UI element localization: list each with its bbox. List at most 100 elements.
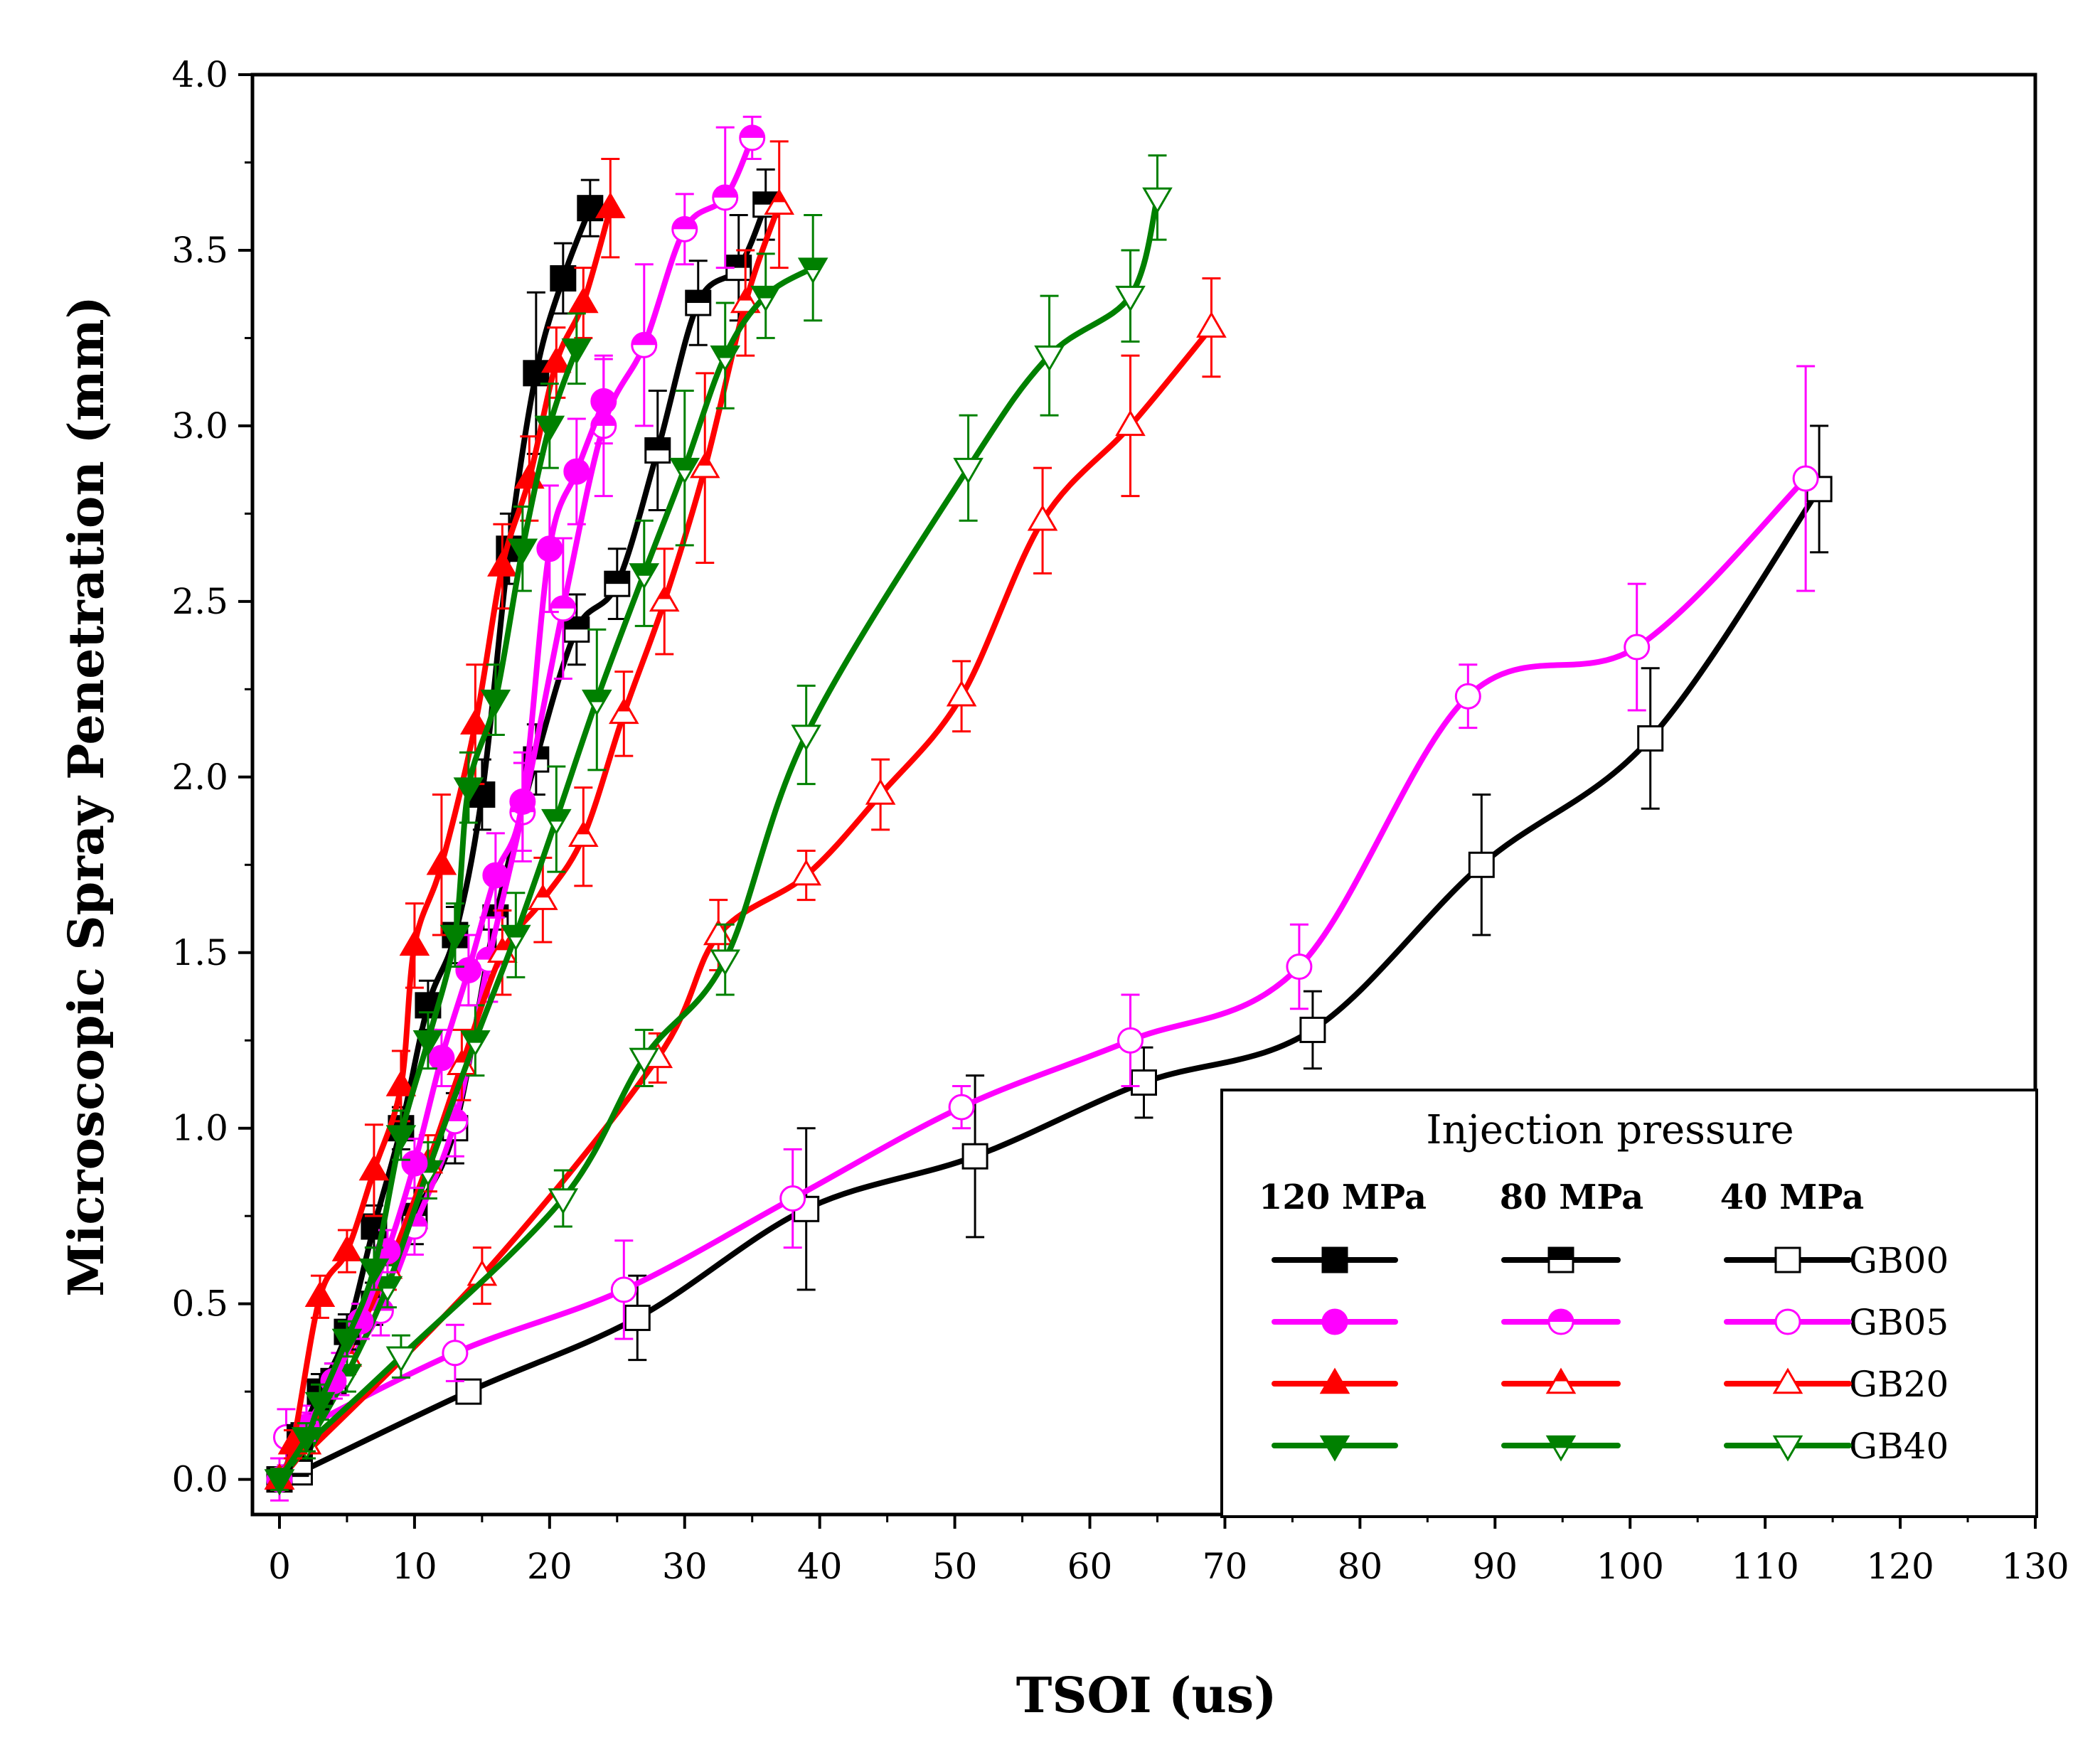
data-point: [523, 360, 550, 387]
data-point: [710, 949, 741, 976]
data-point: [779, 1185, 806, 1212]
data-point: [791, 725, 821, 752]
data-point: [487, 550, 518, 577]
series-layer: [264, 115, 1833, 1502]
data-point-fill: [686, 291, 710, 304]
data-point-fill: [496, 939, 508, 951]
data-point: [1624, 634, 1651, 661]
series-line: [276, 324, 1215, 1483]
y-tick-label: 1.0: [171, 1108, 228, 1149]
series-gb40-120-mpa: [264, 312, 592, 1496]
data-point: [385, 1069, 417, 1096]
data-point: [401, 1150, 428, 1177]
y-tick-label: 0.5: [171, 1283, 228, 1325]
x-tick-label: 20: [527, 1546, 572, 1587]
series-line: [283, 475, 1809, 1441]
data-point: [358, 1154, 390, 1181]
data-point: [1027, 504, 1058, 531]
data-point: [1196, 311, 1227, 338]
data-point-fill: [631, 333, 656, 346]
data-point-fill: [645, 438, 670, 451]
legend-header-120mpa: 120 MPa: [1259, 1177, 1427, 1217]
data-point: [1115, 410, 1146, 437]
data-point: [455, 956, 482, 983]
y-tick-label: 3.5: [171, 230, 228, 271]
x-tick-label: 120: [1866, 1546, 1934, 1587]
y-tick-label: 2.0: [171, 757, 228, 798]
data-point-fill: [713, 185, 737, 198]
data-point-fill: [462, 1031, 489, 1043]
legend-title: Injection pressure: [1426, 1107, 1793, 1153]
x-tick-label: 90: [1472, 1546, 1518, 1587]
legend-sample-marker-gb20-fill: [1555, 1369, 1567, 1382]
data-point: [568, 287, 599, 314]
y-tick-label: 4.0: [171, 54, 228, 95]
y-tick-label: 3.0: [171, 405, 228, 447]
x-tick-label: 40: [797, 1546, 843, 1587]
y-tick-label: 2.5: [171, 581, 228, 622]
data-point: [629, 1047, 660, 1074]
data-point: [1792, 465, 1819, 492]
data-point: [385, 1125, 417, 1152]
data-point-fill: [583, 690, 611, 703]
data-point: [865, 778, 896, 805]
data-point: [541, 346, 572, 373]
data-point: [426, 848, 457, 875]
legend-samples: [1272, 1246, 1852, 1462]
data-point: [595, 192, 626, 218]
data-point-fill: [617, 700, 630, 712]
data-point-fill: [773, 191, 786, 203]
data-point: [953, 457, 984, 484]
data-point: [264, 1469, 295, 1496]
data-point: [961, 1143, 988, 1170]
data-point: [1115, 285, 1146, 312]
legend-sample-marker-gb40: [1319, 1435, 1350, 1462]
x-tick-label: 10: [392, 1546, 437, 1587]
legend-label-gb20: GB20: [1849, 1364, 1949, 1405]
series-line: [297, 486, 1823, 1475]
series-gb05-40-mpa: [272, 365, 1819, 1467]
data-point: [1299, 1016, 1326, 1043]
data-point: [534, 415, 565, 442]
data-point-fill: [502, 926, 530, 938]
series-gb20-40-mpa: [264, 277, 1227, 1491]
data-point: [536, 535, 563, 562]
data-point: [1286, 954, 1313, 981]
data-point-fill: [799, 258, 826, 271]
legend-label-gb40: GB40: [1849, 1426, 1949, 1467]
data-point: [442, 1340, 469, 1367]
x-tick-label: 50: [932, 1546, 978, 1587]
y-tick-label: 1.5: [171, 932, 228, 973]
data-point: [1131, 1069, 1157, 1096]
data-point-fill: [564, 617, 589, 630]
data-point-fill: [726, 255, 751, 268]
data-point-fill: [374, 1277, 401, 1289]
data-point-fill: [631, 564, 658, 576]
series-line: [303, 194, 1161, 1448]
y-tick-label: 0.0: [171, 1459, 228, 1500]
legend: Injection pressure 120 MPa 80 MPa 40 MPa…: [1220, 1089, 2038, 1518]
data-point-fill: [604, 572, 629, 584]
legend-sample-marker-gb40-fill: [1547, 1436, 1574, 1448]
data-point: [1034, 345, 1065, 372]
data-point: [331, 1328, 363, 1355]
data-point: [550, 265, 577, 292]
data-point: [291, 1427, 322, 1453]
data-point: [624, 1304, 651, 1331]
x-tick-label: 100: [1597, 1546, 1664, 1587]
data-point-fill: [455, 1051, 468, 1063]
data-point: [428, 1045, 455, 1072]
plot-frame: [250, 73, 2037, 1517]
data-point-fill: [543, 810, 570, 822]
data-point: [304, 1392, 336, 1419]
data-point: [561, 338, 592, 365]
legend-sample-marker-gb05-fill: [1549, 1310, 1573, 1322]
legend-sample-marker-gb00: [1774, 1246, 1801, 1273]
legend-sample-marker-gb05: [1321, 1308, 1348, 1335]
data-point: [1454, 683, 1481, 710]
legend-sample-marker-gb00-fill: [1549, 1248, 1573, 1260]
legend-sample-marker-gb05: [1774, 1308, 1801, 1335]
data-point-fill: [550, 596, 575, 609]
data-point: [480, 689, 511, 716]
